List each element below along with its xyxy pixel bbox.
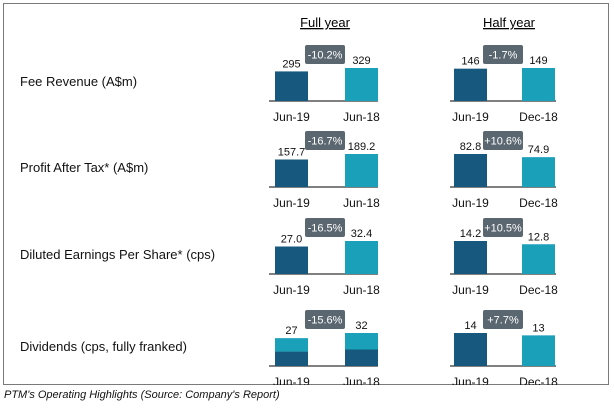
change-badge [305, 131, 345, 150]
metric-title: Diluted Earnings Per Share* (cps) [20, 247, 215, 262]
bar [454, 241, 487, 274]
bar [522, 157, 555, 187]
bar-segment-dark [345, 349, 378, 366]
bar [454, 68, 487, 101]
bar-segment-dark [275, 351, 308, 366]
change-badge-text: -1.7% [489, 50, 518, 62]
data-label: 27.0 [281, 234, 302, 246]
bar-segment-light [275, 338, 308, 352]
data-label: 157.7 [278, 146, 306, 158]
data-label: 189.2 [348, 141, 376, 153]
category-label: Jun-19 [452, 110, 489, 124]
header-full-year: Full year [300, 15, 351, 30]
operating-highlights-chart: Full year Half year Fee Revenue (A$m) 295 Ju… [20, 15, 558, 385]
data-label: 32.4 [351, 228, 372, 240]
category-label: Jun-19 [273, 196, 310, 210]
data-label: 13 [532, 322, 544, 334]
metric-title: Fee Revenue (A$m) [20, 74, 137, 89]
category-label: Dec-18 [519, 110, 558, 124]
category-label: Jun-19 [452, 283, 489, 297]
category-label: Jun-18 [343, 283, 380, 297]
metric-title: Profit After Tax* (A$m) [20, 160, 148, 175]
category-label: Jun-18 [343, 110, 380, 124]
category-label: Jun-18 [343, 196, 380, 210]
change-badge-text: -16.5% [308, 223, 343, 235]
header-half-year: Half year [483, 15, 536, 30]
change-badge [483, 45, 523, 64]
bar [522, 68, 555, 101]
bar [275, 246, 308, 274]
category-label: Jun-19 [273, 110, 310, 124]
change-badge [483, 310, 523, 329]
category-label: Jun-19 [273, 375, 310, 385]
bar-segment-light [345, 333, 378, 350]
bar [522, 335, 555, 366]
change-badge [483, 131, 523, 150]
bar [275, 159, 308, 187]
bar [454, 333, 487, 366]
bar [345, 68, 378, 101]
figure-frame [3, 3, 609, 385]
change-badge-text: +10.6% [484, 136, 522, 148]
change-badge-text: -10.2% [308, 50, 343, 62]
figure-caption: PTM's Operating Highlights (Source: Comp… [4, 389, 280, 401]
change-badge-text: -15.6% [308, 315, 343, 327]
change-badge [483, 218, 523, 237]
category-label: Jun-18 [343, 375, 380, 385]
data-label: 12.8 [528, 231, 549, 243]
data-label: 14.2 [460, 228, 481, 240]
data-label: 329 [352, 55, 370, 67]
category-label: Jun-19 [452, 375, 489, 385]
category-label: Jun-19 [273, 283, 310, 297]
bar [522, 244, 555, 274]
data-label: 149 [529, 55, 547, 67]
data-label: 32 [355, 320, 367, 332]
data-label: 14 [464, 320, 476, 332]
data-label: 295 [282, 58, 300, 70]
bar [454, 154, 487, 187]
data-label: 82.8 [460, 141, 481, 153]
change-badge [305, 45, 345, 64]
data-label: 74.9 [528, 144, 549, 156]
bar [345, 241, 378, 274]
change-badge-text: +7.7% [487, 315, 519, 327]
category-label: Dec-18 [519, 196, 558, 210]
metric-title: Dividends (cps, fully franked) [20, 339, 187, 354]
category-label: Dec-18 [519, 375, 558, 385]
bar [275, 71, 308, 101]
data-label: 27 [285, 325, 297, 337]
bar [345, 154, 378, 187]
category-label: Jun-19 [452, 196, 489, 210]
data-label: 146 [461, 56, 479, 68]
category-label: Dec-18 [519, 283, 558, 297]
change-badge [305, 310, 345, 329]
change-badge-text: +10.5% [484, 223, 522, 235]
change-badge-text: -16.7% [308, 136, 343, 148]
change-badge [305, 218, 345, 237]
